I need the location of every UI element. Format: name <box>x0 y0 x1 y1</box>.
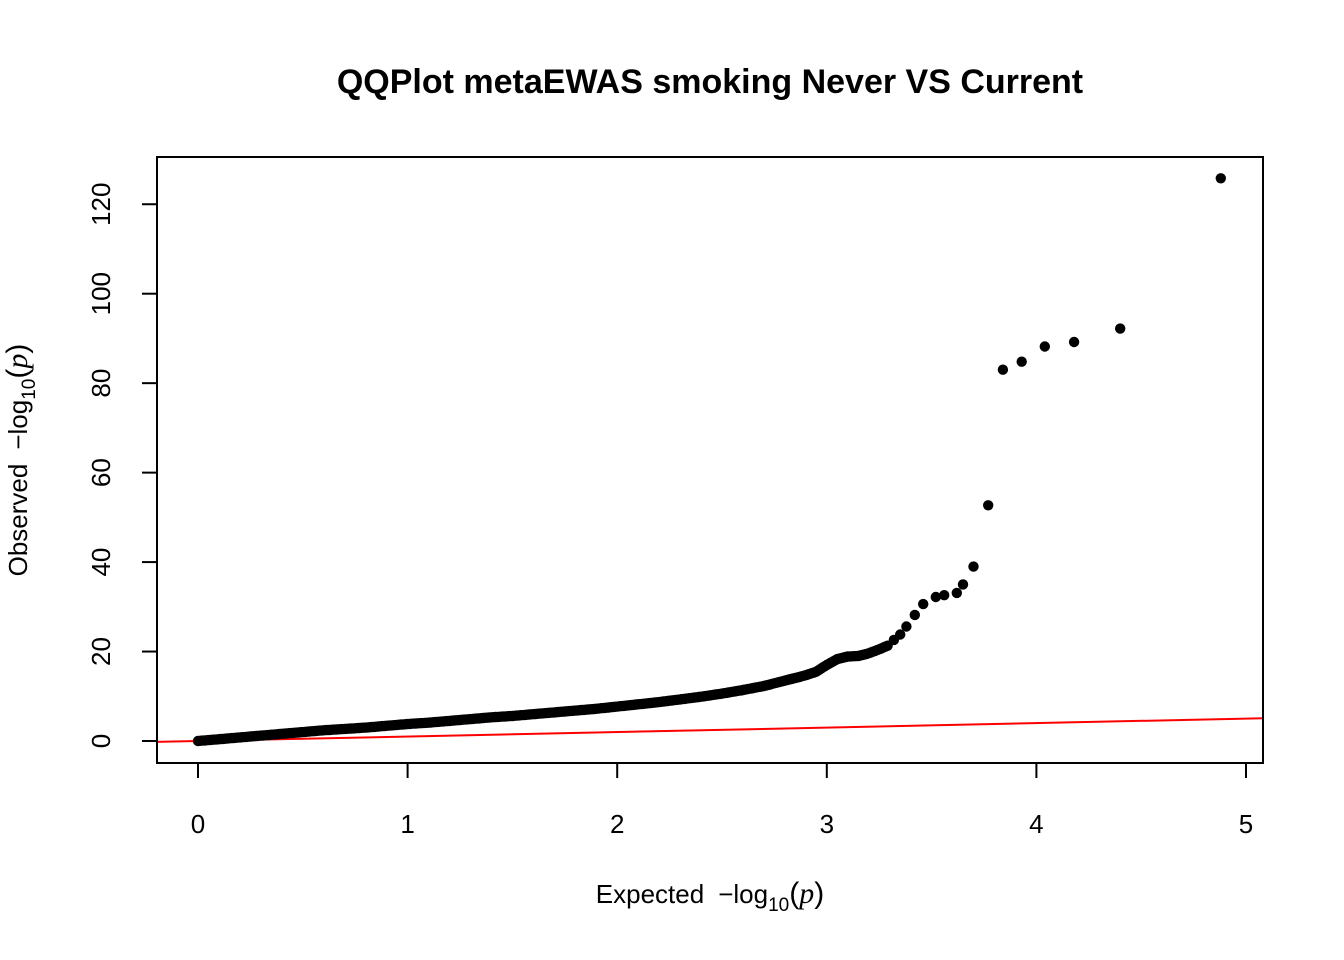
data-point <box>895 629 906 640</box>
y-axis: 0 20 40 60 80 100 120 <box>86 183 158 748</box>
data-point <box>909 609 920 621</box>
y-axis-label-var: p <box>1 354 34 371</box>
data-point <box>901 621 912 632</box>
x-tick-label: 2 <box>610 809 624 839</box>
data-point <box>1215 173 1227 184</box>
x-axis-label-sub: 10 <box>768 895 789 916</box>
x-axis-label-minus: − <box>718 879 733 909</box>
data-point <box>1016 356 1027 367</box>
data-point <box>930 591 941 603</box>
data-point <box>957 579 969 590</box>
plot-area <box>156 156 1264 764</box>
y-axis-label-minus: − <box>3 434 33 449</box>
data-point <box>1039 341 1051 352</box>
y-tick-label: 20 <box>86 637 116 666</box>
x-tick-label: 3 <box>820 809 834 839</box>
data-point <box>983 500 994 511</box>
x-axis-label-log: log <box>733 879 768 909</box>
x-axis-label: Expected −log10(p) <box>596 877 824 916</box>
x-tick-label: 0 <box>191 809 205 839</box>
y-tick-label: 80 <box>86 369 116 398</box>
y-tick-label: 100 <box>86 272 116 315</box>
x-axis-label-var: p <box>797 877 814 910</box>
x-tick-label: 5 <box>1239 809 1253 839</box>
y-axis-label-prefix: Observed <box>3 464 33 577</box>
x-tick-label: 4 <box>1029 809 1043 839</box>
data-point <box>939 590 950 601</box>
data-point <box>968 561 979 572</box>
reference-line <box>156 717 1264 743</box>
plot-frame <box>156 156 1264 764</box>
data-point <box>918 598 929 610</box>
reference-line-group <box>156 717 1264 743</box>
data-point <box>951 587 962 599</box>
y-axis-label-close: ) <box>1 344 34 354</box>
y-axis-label-open: ( <box>1 369 34 379</box>
y-tick-label: 0 <box>86 734 116 748</box>
data-point <box>1068 336 1080 348</box>
data-points <box>192 173 1227 747</box>
data-point <box>1115 323 1126 334</box>
y-tick-label: 120 <box>86 183 116 226</box>
x-axis: 0 1 2 3 4 5 <box>191 762 1253 839</box>
x-axis-label-prefix: Expected <box>596 879 704 909</box>
y-axis-label-log: log <box>3 400 33 435</box>
data-point <box>997 364 1009 375</box>
y-tick-label: 60 <box>86 458 116 487</box>
chart-title: QQPlot metaEWAS smoking Never VS Current <box>337 63 1083 101</box>
y-axis-label: Observed −log10(p) <box>1 344 40 577</box>
x-axis-label-open: ( <box>789 877 799 910</box>
x-axis-label-close: ) <box>814 877 824 910</box>
y-tick-label: 40 <box>86 548 116 577</box>
y-axis-label-sub: 10 <box>19 379 40 400</box>
x-tick-label: 1 <box>400 809 414 839</box>
